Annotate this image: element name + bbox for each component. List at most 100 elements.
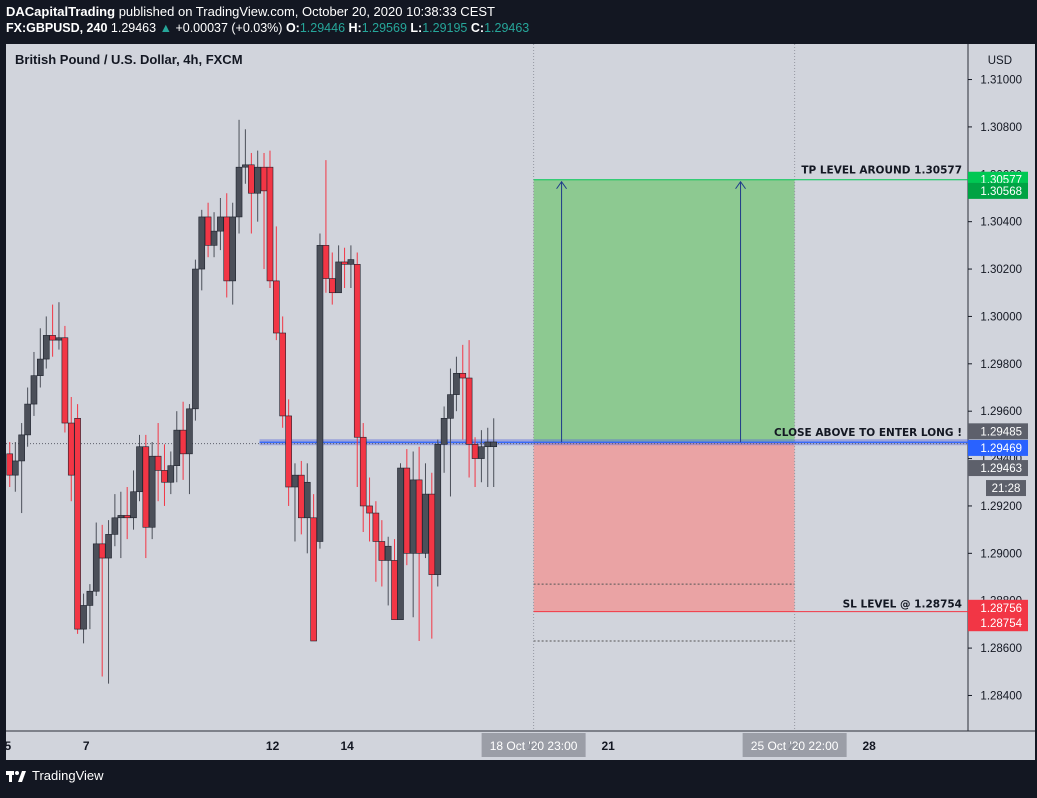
candle-body — [372, 512, 380, 542]
candle-body — [273, 280, 280, 334]
price-badge — [968, 439, 1028, 456]
x-tick-label: 21 — [602, 739, 616, 753]
candle-body — [12, 460, 19, 476]
price-badge-text: 1.28756 — [980, 603, 1022, 615]
open-label: O: — [285, 21, 300, 35]
candle-body — [484, 441, 492, 448]
candle-body — [447, 394, 454, 419]
candle-body — [210, 230, 218, 246]
change-value: +0.00037 (+0.03%) — [175, 21, 283, 35]
chart-area[interactable]: TP LEVEL AROUND 1.30577 CLOSE ABOVE TO EN… — [6, 44, 1035, 760]
date-label-text: 18 Oct '20 23:00 — [490, 739, 578, 753]
candle-body — [6, 453, 14, 476]
change-arrow-icon: ▲ — [159, 21, 172, 35]
candle-body — [67, 422, 75, 476]
candle-body — [397, 467, 404, 620]
candle-body — [80, 605, 87, 630]
candle-body — [167, 465, 175, 483]
candle-body — [422, 493, 429, 554]
price-badge — [968, 615, 1028, 632]
ohlc-line: FX:GBPUSD, 240 1.29463 ▲ +0.00037 (+0.03… — [6, 21, 529, 35]
date-label-text: 25 Oct '20 22:00 — [751, 739, 839, 753]
price-badge-text: 1.28754 — [980, 618, 1022, 630]
candle-body — [105, 534, 112, 559]
tp-label: TP LEVEL AROUND 1.30577 — [801, 165, 962, 177]
candle-body — [434, 444, 442, 575]
candle-body — [490, 441, 498, 448]
close-value: 1.29463 — [484, 21, 530, 35]
candle-body — [310, 517, 317, 642]
candle-body — [409, 479, 417, 554]
candle-body — [130, 491, 137, 519]
candle-body — [471, 444, 479, 459]
last-price: 1.29463 — [110, 21, 157, 35]
y-tick-label: 1.30800 — [980, 122, 1022, 134]
currency-label: USD — [988, 55, 1012, 67]
y-tick-label: 1.28600 — [980, 643, 1022, 655]
candle-body — [391, 560, 398, 620]
countdown-badge — [986, 480, 1026, 497]
y-tick-label: 1.29800 — [980, 359, 1022, 371]
candle-body — [303, 481, 311, 519]
candle-body — [198, 216, 206, 270]
candle-body — [217, 216, 224, 232]
high-value: 1.29569 — [361, 21, 407, 35]
candle-body — [335, 261, 342, 294]
chart-title: British Pound / U.S. Dollar, 4h, FXCM — [15, 52, 243, 67]
candle-body — [111, 517, 119, 535]
candle-body — [478, 446, 485, 459]
candle-body — [465, 377, 473, 445]
candle-body — [415, 479, 423, 554]
candle-body — [403, 467, 411, 554]
candle-body — [291, 474, 299, 488]
arrow-head-icon — [556, 180, 567, 190]
candle-body — [229, 216, 237, 282]
price-badge — [968, 599, 1028, 616]
candle-body — [37, 358, 44, 376]
candle-body — [266, 166, 274, 282]
candle-body — [384, 545, 392, 561]
candle-body — [453, 372, 460, 395]
publish-info: DACapitalTrading published on TradingVie… — [6, 4, 495, 19]
x-tick-label: 7 — [83, 739, 90, 753]
candle-body — [347, 259, 355, 265]
candle-body — [378, 541, 386, 561]
high-label: H: — [348, 21, 362, 35]
candle-body — [223, 216, 231, 282]
candle-body — [136, 446, 143, 493]
price-axis-panel — [968, 44, 1035, 760]
candle-body — [30, 375, 38, 405]
candle-body — [316, 245, 324, 542]
candle-body — [341, 261, 348, 265]
y-tick-label: 1.28400 — [980, 690, 1022, 702]
candle-body — [459, 372, 467, 379]
candle-body — [248, 164, 255, 194]
price-badge-text: 1.29463 — [980, 463, 1022, 475]
sl-label: SL LEVEL @ 1.28754 — [843, 599, 962, 611]
y-tick-label: 1.29000 — [980, 548, 1022, 560]
entry-label: CLOSE ABOVE TO ENTER LONG ! — [774, 427, 962, 439]
candle-body — [61, 337, 69, 424]
candle-body — [359, 436, 367, 507]
price-chart[interactable]: TP LEVEL AROUND 1.30577 CLOSE ABOVE TO EN… — [6, 44, 1035, 760]
candle-body — [98, 543, 106, 559]
footer: TradingView — [6, 768, 104, 783]
symbol-label: FX:GBPUSD, 240 — [6, 21, 108, 35]
candle-body — [192, 268, 199, 410]
countdown-text: 21:28 — [992, 483, 1021, 495]
date-label-badge — [742, 733, 847, 757]
y-tick-label: 1.29600 — [980, 406, 1022, 418]
candle-body — [92, 543, 100, 592]
price-badge-text: 1.30568 — [980, 186, 1022, 198]
y-tick-label: 1.31000 — [980, 75, 1022, 87]
candle-body — [74, 417, 81, 630]
profit-zone — [533, 179, 795, 443]
price-badge-text: 1.29469 — [980, 443, 1022, 455]
candle-body — [186, 408, 193, 455]
open-value: 1.29446 — [299, 21, 346, 35]
published-text: published on TradingView.com, October 20… — [118, 4, 495, 19]
x-tick-label: 28 — [863, 739, 877, 753]
candle-body — [254, 166, 261, 194]
low-value: 1.29195 — [422, 21, 468, 35]
arrow-head-icon — [735, 180, 746, 190]
